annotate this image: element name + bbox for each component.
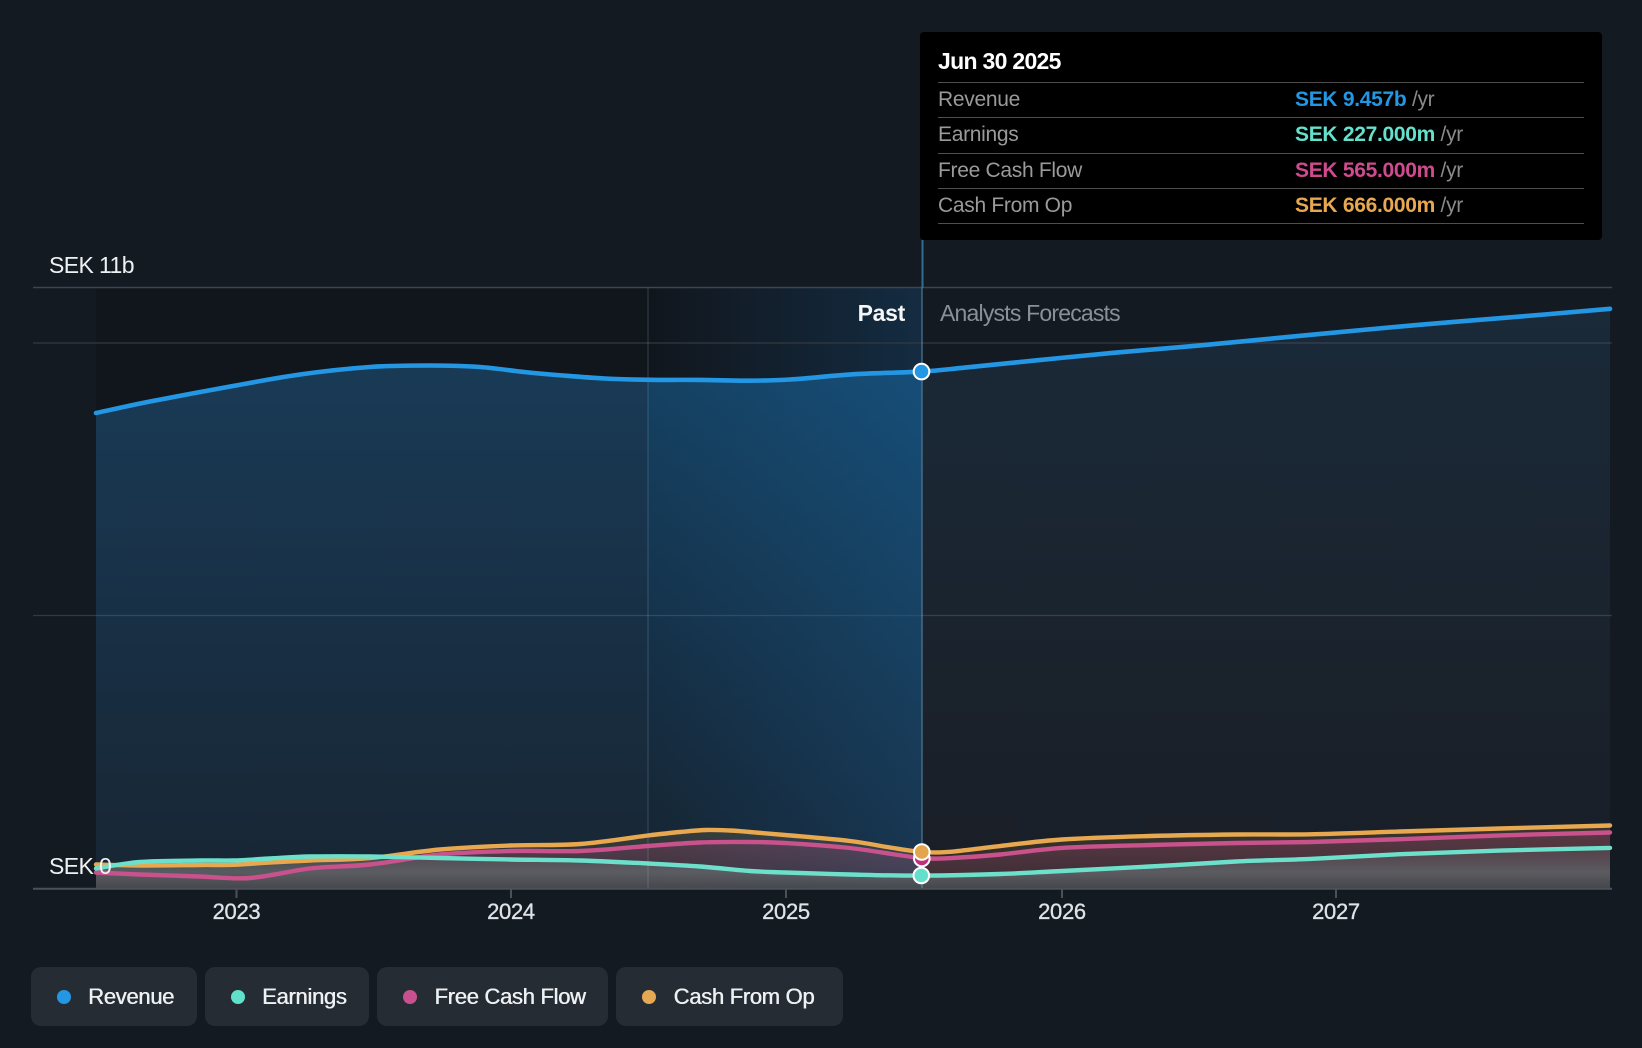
- svg-text:2025: 2025: [762, 899, 810, 924]
- svg-text:SEK 11b: SEK 11b: [49, 252, 134, 278]
- svg-text:2026: 2026: [1038, 899, 1086, 924]
- svg-text:2023: 2023: [213, 899, 261, 924]
- svg-text:2027: 2027: [1312, 899, 1360, 924]
- svg-text:SEK 0: SEK 0: [49, 853, 111, 879]
- svg-text:2024: 2024: [487, 899, 535, 924]
- svg-text:Analysts Forecasts: Analysts Forecasts: [940, 300, 1120, 326]
- svg-text:Past: Past: [858, 300, 906, 326]
